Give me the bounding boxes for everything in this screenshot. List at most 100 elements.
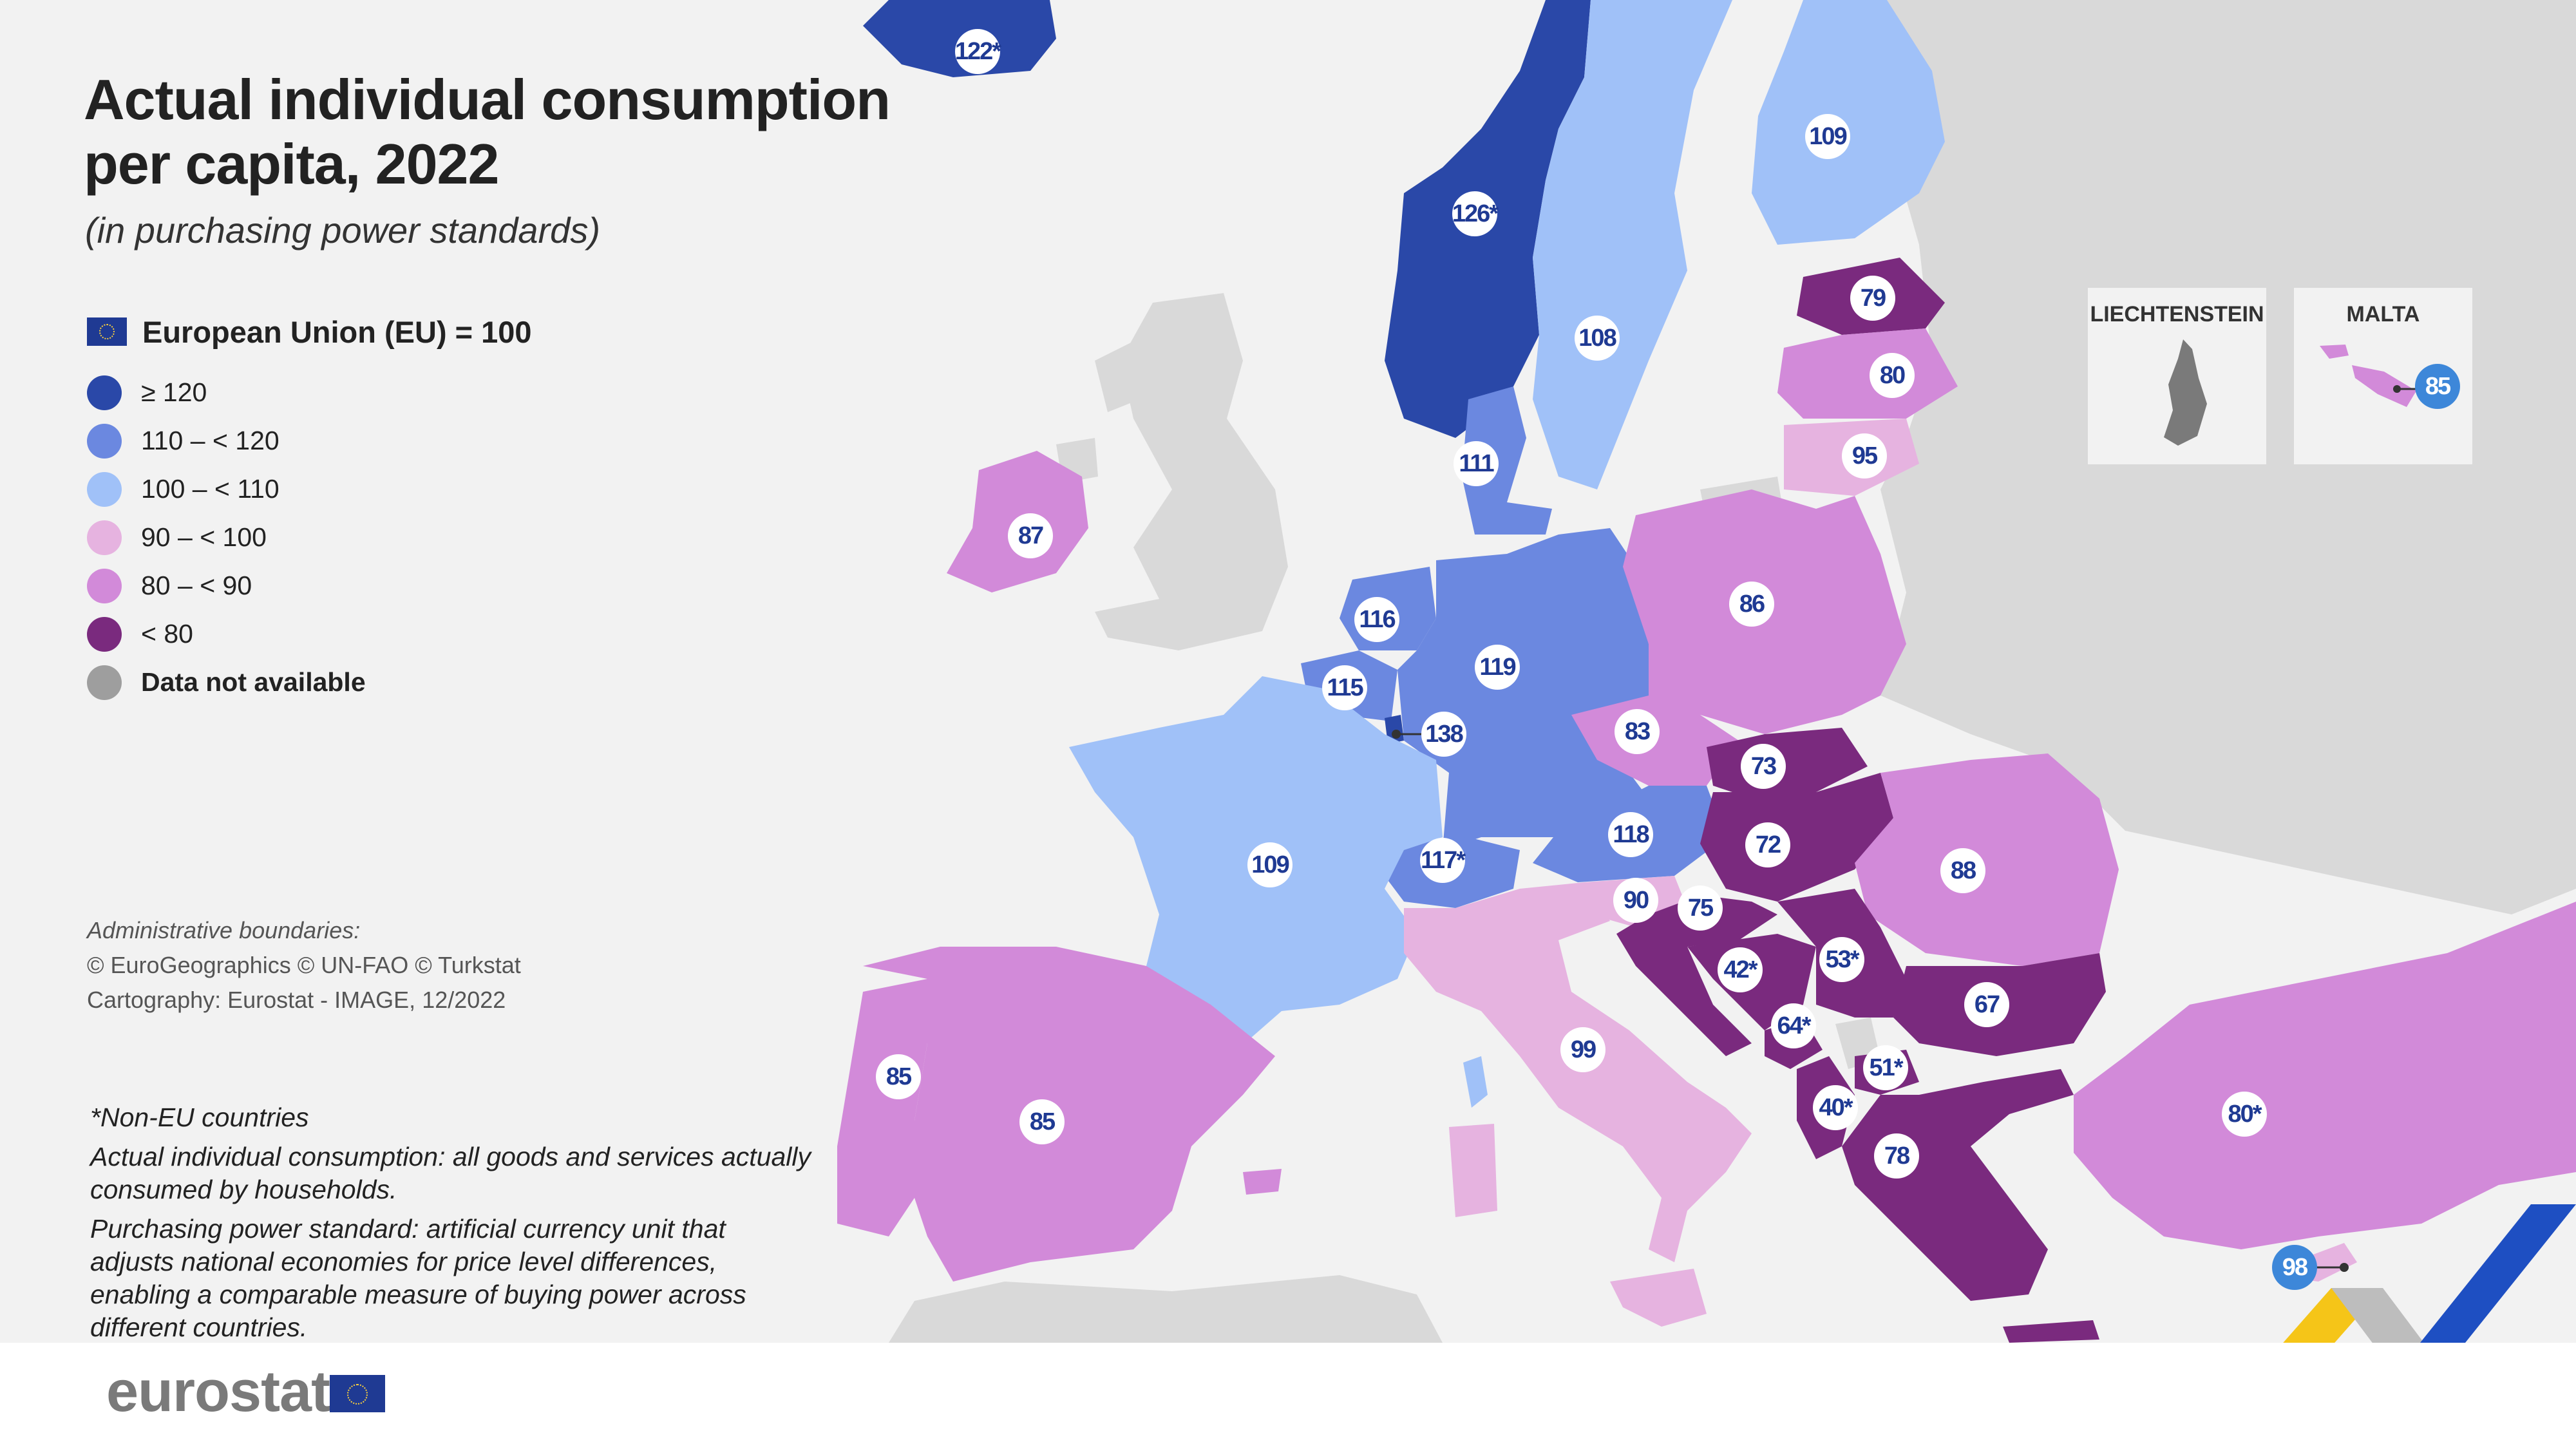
legend-item: ≥ 120 [87, 368, 532, 417]
badge-germany: 119 [1475, 645, 1520, 690]
inset-liechtenstein: LIECHTENSTEIN [2085, 285, 2269, 467]
eu-flag-logo-icon [330, 1375, 385, 1412]
region-crete [2003, 1320, 2099, 1343]
badge-cyprus: 98 [2272, 1245, 2317, 1290]
badge-poland: 86 [1729, 582, 1774, 627]
badge-denmark: 111 [1454, 441, 1499, 486]
legend-item: Data not available [87, 658, 532, 706]
credits: Administrative boundaries: © EuroGeograp… [87, 913, 521, 1018]
badge-lithuania: 95 [1842, 433, 1887, 478]
land-sardinia [1449, 1124, 1497, 1217]
badge-sweden: 108 [1575, 316, 1620, 361]
footnote-pps: Purchasing power standard: artificial cu… [90, 1214, 746, 1342]
legend-eu-row: European Union (EU) = 100 [87, 309, 532, 354]
eu-flag-icon [87, 317, 127, 346]
region-portugal [837, 979, 927, 1236]
region-italy [1404, 882, 1752, 1262]
land-uk [1095, 293, 1288, 650]
region-latvia [1777, 328, 1958, 419]
region-croatia [1616, 895, 1777, 1056]
badge-norway: 126* [1452, 191, 1499, 236]
badge-montenegro: 64* [1771, 1003, 1816, 1048]
land-north-africa [889, 1275, 1443, 1343]
credits-line-2: Cartography: Eurostat - IMAGE, 12/2022 [87, 987, 506, 1013]
legend-item: 80 – < 90 [87, 562, 532, 610]
leader-cyprus-dot [2340, 1263, 2349, 1272]
legend-label: < 80 [141, 619, 193, 649]
badge-serbia: 53* [1819, 937, 1864, 982]
region-romania [1855, 753, 2119, 966]
badge-finland: 109 [1805, 114, 1850, 159]
badge-portugal: 85 [876, 1054, 921, 1099]
badge-estonia: 79 [1850, 276, 1895, 321]
legend-dot-icon [87, 375, 122, 410]
badge-bulgaria: 67 [1964, 982, 2009, 1027]
land-corsica [1463, 1056, 1488, 1108]
region-spain [863, 947, 1275, 1282]
legend-item: 110 – < 120 [87, 417, 532, 465]
badge-latvia: 80 [1870, 353, 1915, 398]
legend-dot-icon [87, 665, 122, 700]
title-line-1: Actual individual consumption [84, 68, 891, 131]
inset-malta-title: MALTA [2346, 302, 2420, 327]
badge-romania: 88 [1940, 848, 1985, 893]
legend-dot-icon [87, 616, 122, 652]
region-germany [1397, 528, 1649, 850]
footnote-non-eu: *Non-EU countries [90, 1103, 309, 1132]
legend-dot-icon [87, 520, 122, 555]
region-greece [1842, 1069, 2074, 1301]
legend-eu-label: European Union (EU) = 100 [142, 314, 532, 349]
badge-hungary: 72 [1745, 822, 1790, 867]
badge-austria: 118 [1608, 812, 1653, 857]
badge-turkiye: 80* [2222, 1092, 2267, 1137]
page-subtitle: (in purchasing power standards) [85, 210, 600, 251]
eurostat-logo: eurostat [106, 1359, 330, 1424]
legend-label: Data not available [141, 667, 366, 697]
region-hungary [1700, 773, 1893, 902]
badge-spain: 85 [1019, 1099, 1065, 1144]
badge-italy: 99 [1560, 1027, 1605, 1072]
page-title: Actual individual consumption per capita… [84, 68, 891, 196]
legend-dot-icon [87, 568, 122, 603]
region-sweden [1533, 0, 1732, 489]
legend-item: 100 – < 110 [87, 465, 532, 513]
badge-bosnia: 42* [1718, 947, 1763, 992]
liechtenstein-shape [2164, 339, 2207, 446]
legend-label: 90 – < 100 [141, 522, 267, 552]
footer: eurostat [0, 1343, 2576, 1449]
legend-label: 100 – < 110 [141, 474, 279, 504]
badge-ireland: 87 [1008, 513, 1053, 558]
legend-label: ≥ 120 [141, 377, 207, 407]
footnotes: *Non-EU countries Actual individual cons… [90, 1101, 811, 1350]
legend-label: 80 – < 90 [141, 571, 252, 600]
badge-netherlands: 116 [1354, 597, 1399, 642]
region-turkiye [2074, 902, 2576, 1249]
badge-belgium: 115 [1322, 665, 1367, 710]
legend-label: 110 – < 120 [141, 426, 279, 455]
leader-luxembourg-dot [1392, 730, 1401, 739]
legend-item: 90 – < 100 [87, 513, 532, 562]
badge-switzerland: 117* [1420, 838, 1466, 883]
legend-dot-icon [87, 423, 122, 459]
legend: European Union (EU) = 100 ≥ 120 110 – < … [87, 309, 532, 706]
legend-dot-icon [87, 471, 122, 507]
region-denmark [1462, 386, 1552, 535]
badge-greece: 78 [1874, 1133, 1919, 1179]
badge-iceland: 122* [955, 29, 1001, 74]
badge-malta: 85 [2415, 364, 2460, 409]
badge-slovakia: 73 [1741, 744, 1786, 789]
badge-slovenia: 90 [1613, 878, 1658, 923]
badge-albania: 40* [1813, 1085, 1858, 1130]
credits-title: Administrative boundaries: [87, 917, 361, 943]
inset-liechtenstein-title: LIECHTENSTEIN [2090, 302, 2264, 327]
badge-luxembourg: 138 [1421, 712, 1466, 757]
ribbon-blue [2402, 1204, 2576, 1365]
title-line-2: per capita, 2022 [84, 132, 499, 196]
legend-item: < 80 [87, 610, 532, 658]
badge-france: 109 [1247, 842, 1293, 887]
badge-north-macedonia: 51* [1863, 1045, 1908, 1090]
badge-czechia: 83 [1615, 709, 1660, 754]
credits-line-1: © EuroGeographics © UN-FAO © Turkstat [87, 952, 521, 978]
